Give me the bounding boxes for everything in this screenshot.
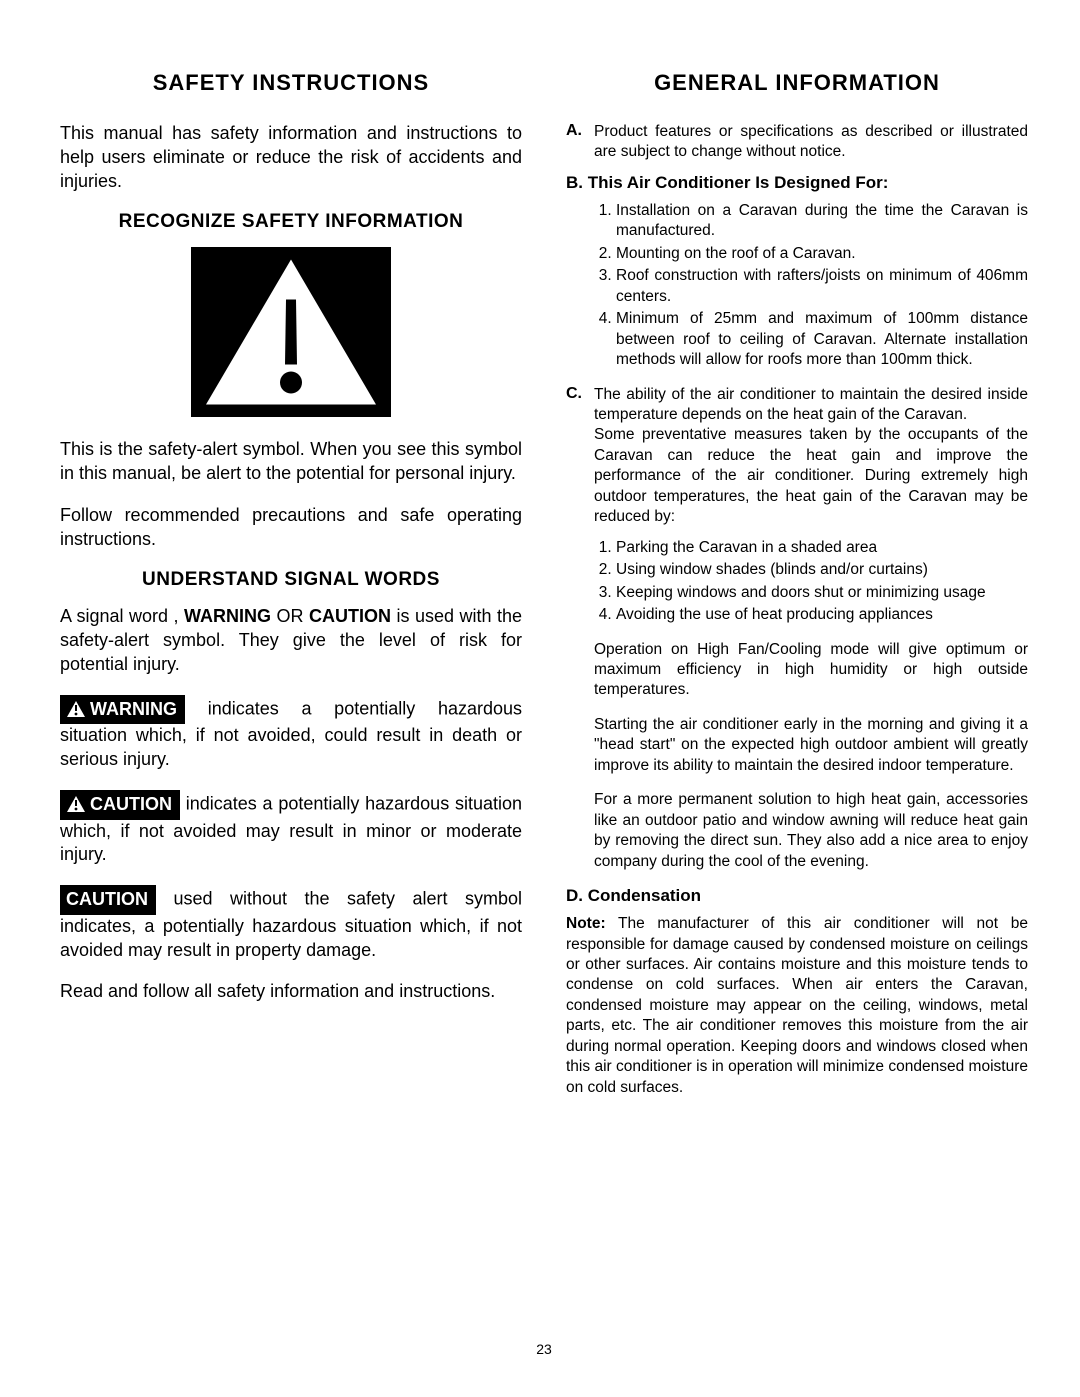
b-list-item: Minimum of 25mm and maximum of 100mm dis… [616,309,1028,370]
d-text: The manufacturer of this air conditioner… [566,915,1028,1096]
caution2-label-box: CAUTION [60,885,156,915]
left-column: SAFETY INSTRUCTIONS This manual has safe… [60,70,522,1321]
caution2-label-text: CAUTION [66,889,148,909]
b-list-item: Roof construction with rafters/joists on… [616,266,1028,307]
warning-triangle-icon [201,255,381,410]
c-list-item: Parking the Caravan in a shaded area [616,538,1028,558]
understand-intro-pre: A signal word , [60,606,184,626]
letter-c: C. [566,385,584,528]
item-d-heading: D. Condensation [566,886,1028,906]
warning-label-text: WARNING [90,699,177,719]
c-list-item: Keeping windows and doors shut or minimi… [616,583,1028,603]
general-information-heading: GENERAL INFORMATION [566,70,1028,96]
caution-label-text: CAUTION [90,794,172,814]
warning-label-box: WARNING [60,695,185,725]
recognize-p2: Follow recommended precautions and safe … [60,504,522,552]
page-number: 23 [60,1341,1028,1357]
item-b-heading: B. This Air Conditioner Is Designed For: [566,173,1028,193]
understand-intro-bold1: WARNING [184,606,271,626]
understand-intro-bold2: CAUTION [309,606,391,626]
c-p1: The ability of the air conditioner to ma… [594,385,1028,426]
safety-symbol-block [60,247,522,422]
understand-intro-mid: OR [271,606,309,626]
two-column-layout: SAFETY INSTRUCTIONS This manual has safe… [60,70,1028,1321]
item-c: C. The ability of the air conditioner to… [566,385,1028,528]
c-list: Parking the Caravan in a shaded area Usi… [566,538,1028,626]
understand-heading: UNDERSTAND SIGNAL WORDS [60,569,522,591]
c-list-item: Avoiding the use of heat producing appli… [616,605,1028,625]
letter-a: A. [566,122,584,163]
warning-triangle-icon [66,795,86,813]
warning-triangle-icon [66,700,86,718]
item-a: A. Product features or specifications as… [566,122,1028,163]
recognize-p1: This is the safety-alert symbol. When yo… [60,438,522,486]
closing-text: Read and follow all safety information a… [60,980,522,1004]
c-list-item: Using window shades (blinds and/or curta… [616,560,1028,580]
c-p4: Starting the air conditioner early in th… [594,715,1028,776]
c-p3: Operation on High Fan/Cooling mode will … [594,640,1028,701]
caution2-paragraph: CAUTION used without the safety alert sy… [60,885,522,962]
understand-intro: A signal word , WARNING OR CAUTION is us… [60,605,522,676]
safety-alert-symbol [191,247,391,417]
c-p2: Some preventative measures taken by the … [594,425,1028,527]
caution-paragraph: CAUTION indicates a potentially hazardou… [60,790,522,867]
b-list: Installation on a Caravan during the tim… [566,201,1028,371]
caution-label-box: CAUTION [60,790,180,820]
c-p5: For a more permanent solution to high he… [594,790,1028,872]
recognize-heading: RECOGNIZE SAFETY INFORMATION [60,211,522,233]
warning-paragraph: WARNING indicates a potentially hazardou… [60,695,522,772]
safety-instructions-heading: SAFETY INSTRUCTIONS [60,70,522,96]
b-list-item: Mounting on the roof of a Caravan. [616,244,1028,264]
d-paragraph: Note: The manufacturer of this air condi… [566,914,1028,1098]
b-list-item: Installation on a Caravan during the tim… [616,201,1028,242]
manual-page: SAFETY INSTRUCTIONS This manual has safe… [0,0,1080,1397]
right-column: GENERAL INFORMATION A. Product features … [566,70,1028,1321]
safety-intro-text: This manual has safety information and i… [60,122,522,193]
d-note-label: Note: [566,915,606,932]
item-a-text: Product features or specifications as de… [594,122,1028,163]
